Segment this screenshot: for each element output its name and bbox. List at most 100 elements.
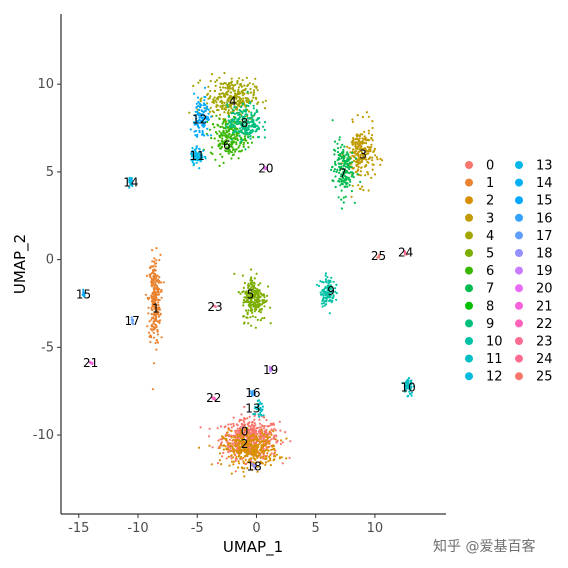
point [155,247,158,250]
point [226,105,229,108]
point [342,171,345,174]
point [240,418,243,422]
point [247,110,251,113]
point [226,123,229,126]
point [243,137,247,140]
point [227,109,230,112]
point [214,84,217,87]
point [215,114,218,117]
point [338,171,341,174]
point [243,84,246,87]
point [351,139,354,142]
cluster-label-20: 20 [258,161,273,175]
legend-item-25: 25 [515,370,553,385]
point [259,282,262,285]
point [241,111,244,114]
point [242,145,245,148]
point [262,437,265,440]
point [239,292,242,295]
point [155,348,158,351]
legend-swatch [515,372,523,381]
point [222,448,225,451]
point [239,141,242,144]
point [233,272,236,275]
legend-swatch [515,231,523,240]
point [246,97,249,101]
point [218,459,221,462]
point [354,170,358,174]
point [237,460,240,463]
point [237,452,240,455]
point [157,306,160,309]
point [230,434,233,437]
legend-swatch [515,284,523,293]
point [371,156,374,159]
point [269,322,272,325]
point [356,147,359,150]
point [160,336,163,339]
point [274,438,277,441]
point [244,309,248,312]
point [357,155,360,158]
point [256,399,259,402]
point [258,415,261,418]
point [356,163,359,166]
point [151,260,154,263]
point [263,430,266,433]
point [197,126,201,129]
point [281,462,284,465]
point [345,160,348,163]
point [371,139,374,142]
point [320,302,323,305]
point [231,108,235,111]
point [324,287,327,290]
point [365,153,368,156]
point [245,100,249,104]
point [405,387,409,390]
point [242,431,246,434]
point [155,339,158,342]
point [333,153,336,156]
point [209,110,212,113]
legend-item-7: 7 [465,282,494,297]
cluster-label-3: 3 [359,147,367,161]
point [269,306,272,309]
point [230,449,233,452]
point [347,178,350,181]
point [342,156,346,160]
point [356,159,359,162]
point [269,453,272,457]
point [227,133,230,136]
legend-swatch [515,196,523,205]
point [199,158,202,161]
legend-item-10: 10 [465,335,503,350]
point [348,184,351,187]
point [279,439,283,442]
point [268,436,271,439]
point [252,434,255,437]
point [154,319,157,322]
point [151,388,154,391]
point [201,124,204,127]
point [353,141,357,144]
point [240,139,243,142]
point [234,97,237,100]
point [235,444,238,447]
point [237,88,240,91]
point [358,137,361,140]
point [268,430,271,433]
point [245,296,248,299]
point [258,302,261,305]
point [340,166,343,169]
point [227,428,230,431]
cluster-label-8: 8 [241,116,249,130]
point [367,173,370,176]
point [358,150,361,153]
point [221,437,225,440]
point [233,141,236,144]
legend-swatch [465,319,473,328]
point [348,162,351,165]
point [354,147,358,150]
point [242,286,245,289]
point [151,269,155,273]
